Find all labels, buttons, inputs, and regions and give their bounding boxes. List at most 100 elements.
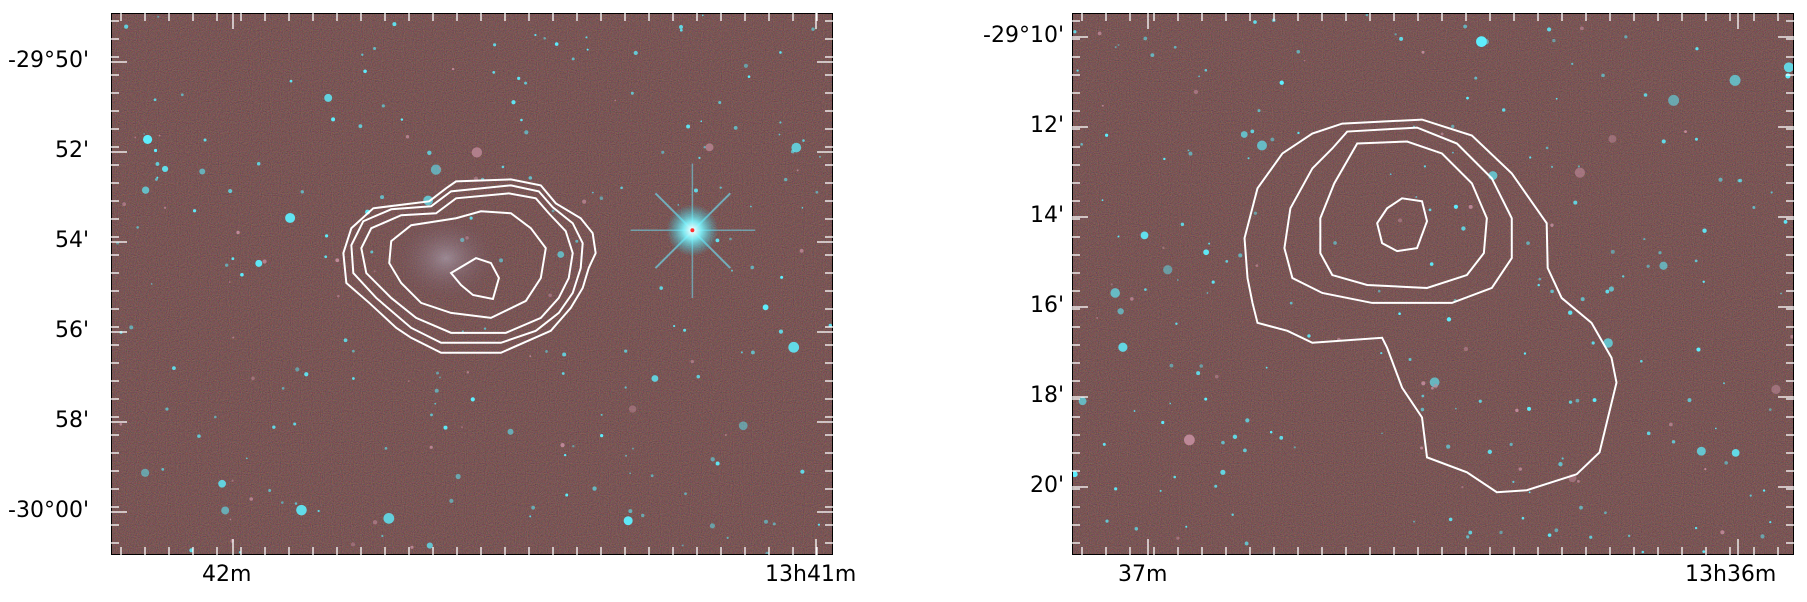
star: [1783, 220, 1788, 224]
star: [1150, 53, 1155, 58]
star: [218, 479, 226, 488]
star: [1643, 237, 1646, 241]
star: [724, 433, 727, 437]
star: [1257, 109, 1261, 113]
star: [778, 133, 781, 136]
star: [592, 486, 597, 491]
star: [1468, 204, 1473, 209]
star: [172, 366, 176, 370]
star: [1176, 279, 1179, 281]
star: [614, 99, 616, 102]
star: [811, 27, 815, 31]
star: [231, 257, 235, 261]
star: [1176, 536, 1180, 540]
star: [165, 407, 169, 411]
star: [1253, 20, 1257, 24]
star: [1214, 484, 1218, 488]
star: [231, 479, 234, 482]
star: [1641, 550, 1645, 554]
star: [1502, 108, 1506, 112]
star: [705, 143, 714, 152]
left-y-tick-label: 56': [54, 318, 89, 343]
star: [295, 367, 300, 372]
star: [1608, 286, 1614, 292]
star: [1483, 38, 1489, 45]
star: [358, 124, 363, 129]
star: [750, 265, 755, 270]
star: [256, 161, 261, 166]
galaxy-glow: [391, 213, 501, 303]
star: [434, 402, 437, 405]
star: [1247, 157, 1250, 160]
star: [1478, 399, 1482, 403]
star: [1571, 62, 1574, 65]
star: [1610, 249, 1615, 254]
star: [1608, 134, 1617, 143]
star: [1101, 104, 1104, 107]
star: [1695, 47, 1699, 51]
star: [1250, 129, 1255, 134]
star: [1163, 157, 1166, 161]
star: [343, 338, 348, 343]
star: [1196, 371, 1201, 376]
star: [623, 516, 633, 526]
star: [150, 283, 153, 285]
star: [1220, 469, 1226, 475]
star: [801, 206, 804, 209]
star: [534, 33, 537, 37]
star: [438, 167, 441, 170]
star: [1415, 196, 1418, 198]
star: [1231, 513, 1234, 516]
star: [1389, 173, 1392, 176]
star: [529, 355, 532, 358]
star: [1420, 407, 1425, 412]
star: [743, 63, 749, 68]
star: [483, 327, 487, 330]
star: [383, 512, 395, 524]
star: [1423, 165, 1427, 168]
star: [1694, 259, 1698, 263]
star: [700, 120, 703, 122]
star: [1183, 434, 1195, 446]
star: [228, 188, 233, 194]
star: [163, 206, 167, 209]
star: [543, 37, 546, 40]
star: [1529, 156, 1532, 159]
star: [1446, 444, 1451, 449]
star: [1579, 505, 1583, 510]
star: [1255, 264, 1259, 268]
star: [156, 176, 159, 179]
star: [1696, 347, 1701, 352]
star: [628, 509, 633, 514]
star: [1225, 259, 1229, 263]
star: [1771, 384, 1781, 394]
star: [562, 352, 567, 357]
star: [1394, 33, 1397, 36]
star: [585, 36, 588, 39]
star: [122, 202, 127, 207]
star: [778, 329, 784, 334]
star: [1555, 97, 1558, 100]
star: [361, 53, 364, 56]
star: [1398, 312, 1401, 315]
star: [155, 162, 160, 166]
right-sky-image: [1073, 14, 1793, 554]
star: [251, 376, 255, 381]
star: [1537, 283, 1540, 287]
star: [240, 272, 244, 277]
star: [229, 518, 232, 521]
star: [1601, 73, 1605, 78]
star: [565, 493, 569, 497]
star: [661, 150, 665, 154]
star: [683, 328, 687, 332]
star: [1114, 46, 1117, 49]
star: [1399, 36, 1404, 41]
star: [1421, 394, 1425, 398]
star: [381, 534, 384, 538]
star: [1550, 165, 1554, 168]
star: [427, 150, 432, 155]
star: [116, 241, 120, 245]
star: [799, 248, 804, 253]
star: [1550, 223, 1554, 227]
star: [779, 51, 782, 54]
